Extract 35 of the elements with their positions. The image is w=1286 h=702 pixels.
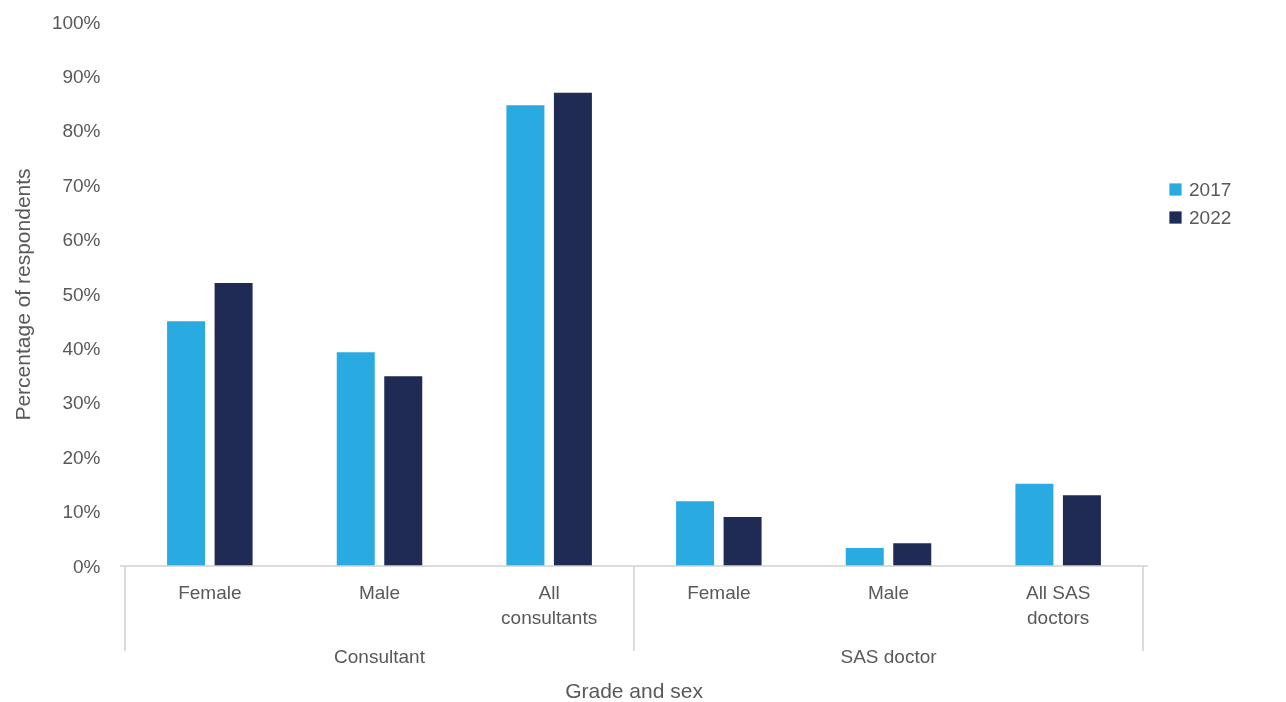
y-tick-label: 30% <box>62 392 101 414</box>
bar <box>1062 495 1101 566</box>
x-tick-label: All SAS doctors <box>1025 582 1091 628</box>
y-tick-label: 40% <box>62 337 101 359</box>
bar <box>384 376 423 566</box>
text: SAS doctor <box>840 646 938 667</box>
y-tick-label: 80% <box>62 120 101 142</box>
bar <box>336 352 375 566</box>
y-tick-label: 0% <box>73 555 101 577</box>
bar <box>167 321 206 566</box>
y-tick-label: 60% <box>62 229 101 251</box>
x-tick-label: Male <box>867 582 910 603</box>
y-tick-label: 100% <box>51 11 101 33</box>
x-tick-label: All consultants <box>501 582 598 628</box>
x-axis-title: Grade and sex <box>565 679 704 702</box>
bar <box>845 548 884 566</box>
legend-label: 2017 <box>1189 178 1232 200</box>
y-axis-title: Percentage of respondents <box>10 168 34 421</box>
bar <box>506 105 545 566</box>
y-tick-label: 20% <box>62 446 101 468</box>
y-tick-label: 70% <box>62 174 101 196</box>
text: Consultant <box>334 646 426 667</box>
bar <box>214 283 253 566</box>
y-tick-label: 10% <box>62 501 101 523</box>
y-tick-label: 50% <box>62 283 101 305</box>
x-tick-label: Female <box>687 582 751 603</box>
bar <box>676 501 715 566</box>
x-tick-label: Female <box>178 582 242 603</box>
bar <box>893 543 932 566</box>
bar <box>723 517 762 566</box>
y-tick-label: 90% <box>62 65 101 87</box>
bar <box>553 92 592 566</box>
bar <box>1015 483 1054 566</box>
legend-label: 2022 <box>1189 206 1232 228</box>
x-tick-label: Male <box>358 582 401 603</box>
